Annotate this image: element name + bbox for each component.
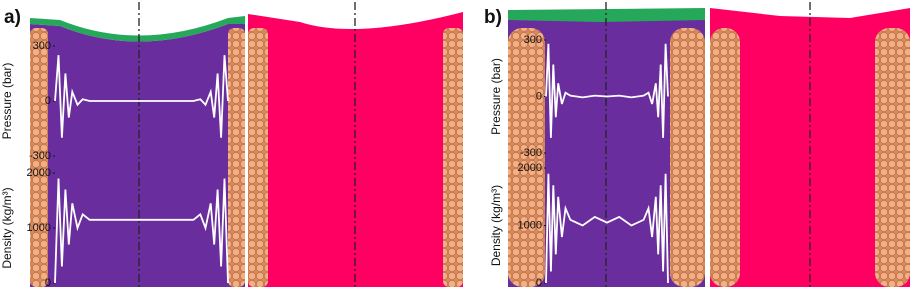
wall [710,28,740,287]
y-tick-label: 1000 [27,222,51,234]
y-tick-label: -300 [29,150,51,162]
y-axis-label: Pressure (bar) [489,58,503,135]
y-tick-label: 2000 [27,167,51,179]
wall [670,28,705,287]
y-tick-label: 300 [524,34,542,46]
y-axis-label: Density (kg/m³) [0,187,14,268]
profile-line [54,178,229,284]
wall [875,28,910,287]
profile-line [54,55,229,138]
y-tick-label: 0 [45,277,51,289]
wall [228,28,245,287]
panel-label: b) [484,7,502,28]
wall [248,28,268,287]
y-axis-label: Density (kg/m³) [489,185,503,266]
y-tick-label: -300 [520,147,542,159]
surface-layer [30,16,245,42]
y-tick-label: 0 [45,95,51,107]
wall [443,28,463,287]
y-tick-label: 1000 [518,219,542,231]
panel-label: a) [4,7,21,28]
wall [30,28,48,287]
profile-line [545,173,669,284]
y-axis-label: Pressure (bar) [0,63,14,140]
y-tick-label: 300 [33,40,51,52]
profile-line [545,43,669,138]
wall [508,28,545,287]
y-tick-label: 0 [536,90,542,102]
y-tick-label: 0 [536,277,542,289]
y-tick-label: 2000 [518,162,542,174]
liquid [30,24,245,287]
